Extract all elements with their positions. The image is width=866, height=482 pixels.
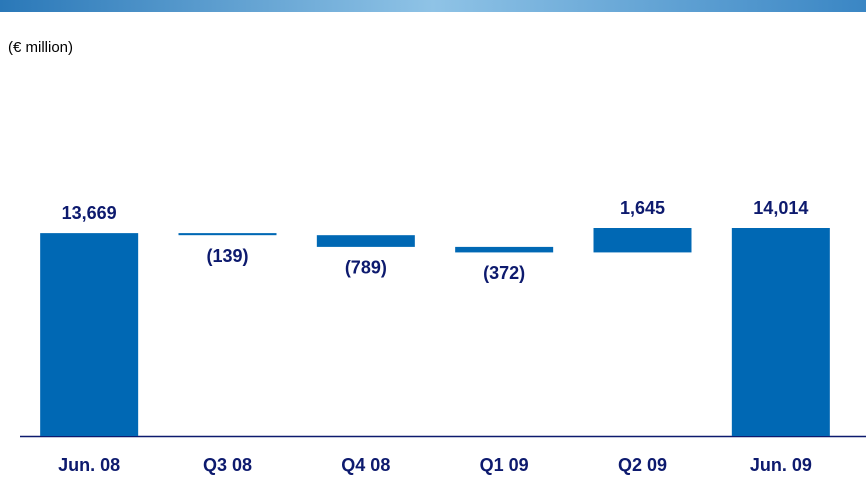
bar: [594, 228, 692, 252]
x-tick-label: Q2 09: [618, 455, 667, 475]
header-band: [0, 0, 866, 12]
x-tick-label: Q1 09: [480, 455, 529, 475]
value-label: (139): [206, 246, 248, 266]
x-tick-label: Q4 08: [341, 455, 390, 475]
unit-label: (€ million): [8, 39, 73, 56]
x-tick-label: Q3 08: [203, 455, 252, 475]
bar: [317, 235, 415, 247]
page: {"chart_data": {"type": "waterfall", "su…: [0, 0, 866, 482]
chart: (€ million) Jun. 08 13,669 Q3 08 (139) Q4 08…: [0, 0, 866, 482]
bar: [455, 247, 553, 253]
value-label: (789): [345, 258, 387, 278]
bar: [732, 228, 830, 436]
bar: [40, 233, 138, 436]
value-label: 14,014: [753, 198, 808, 218]
x-tick-label: Jun. 09: [750, 455, 812, 475]
value-label: 1,645: [620, 198, 665, 218]
bar: [179, 233, 277, 235]
value-label: 13,669: [62, 203, 117, 223]
value-label: (372): [483, 263, 525, 283]
x-tick-label: Jun. 08: [58, 455, 120, 475]
